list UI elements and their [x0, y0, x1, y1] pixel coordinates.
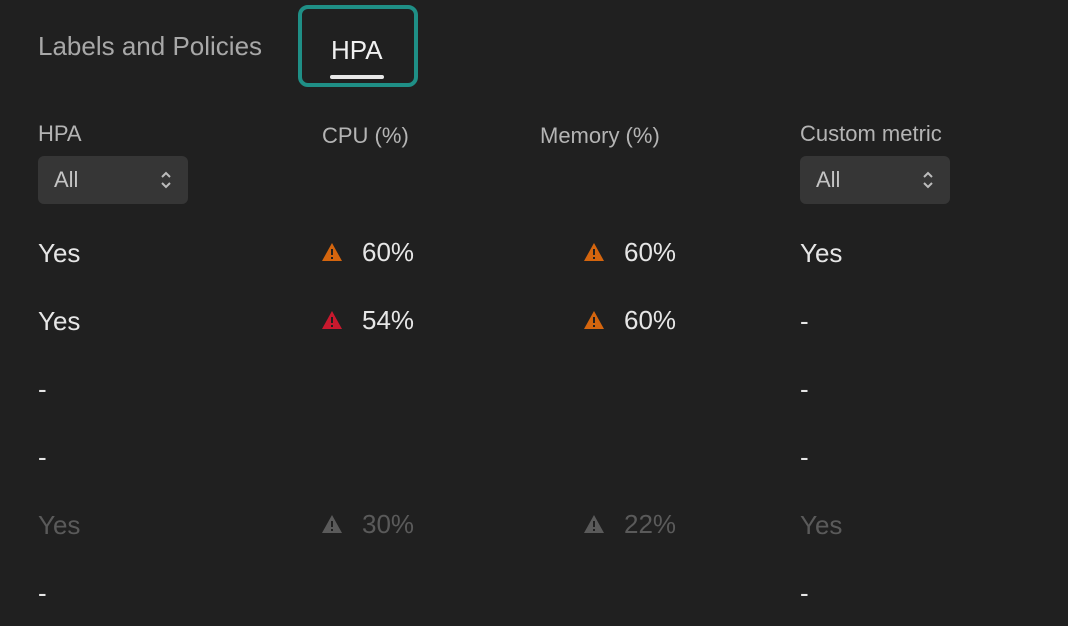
cpu-cell: 54%: [321, 307, 414, 333]
custom-metric-filter-select[interactable]: All: [800, 156, 950, 204]
custom-metric-cell: -: [800, 374, 809, 404]
warning-icon: [322, 515, 342, 533]
column-header-cpu: CPU (%): [322, 123, 409, 148]
column-header-custom-metric: Custom metric: [800, 121, 942, 146]
memory-value: 60%: [624, 305, 677, 335]
cpu-cell: 60%: [321, 239, 414, 265]
custom-metric-cell: -: [800, 306, 809, 336]
custom-metric-filter-value: All: [816, 167, 841, 192]
warning-icon: [584, 515, 604, 533]
select-arrows-icon: [923, 171, 933, 189]
memory-cell: 60%: [583, 239, 676, 265]
hpa-filter-select[interactable]: All: [38, 156, 188, 204]
tab-hpa[interactable]: HPA: [298, 5, 418, 87]
custom-metric-cell: -: [800, 442, 809, 472]
memory-cell: 22%: [583, 511, 676, 537]
warning-icon: [584, 243, 604, 261]
hpa-cell: Yes: [38, 510, 81, 540]
hpa-cell: -: [38, 442, 47, 472]
tab-active-indicator: [330, 75, 384, 79]
memory-value: 22%: [624, 509, 677, 539]
hpa-cell: -: [38, 578, 47, 608]
cpu-cell: 30%: [321, 511, 414, 537]
warning-icon: [584, 311, 604, 329]
hpa-cell: -: [38, 374, 47, 404]
warning-icon: [322, 243, 342, 261]
cpu-value: 60%: [362, 237, 415, 267]
memory-value: 60%: [624, 237, 677, 267]
hpa-filter-value: All: [54, 167, 79, 192]
column-header-memory: Memory (%): [540, 123, 660, 148]
tab-hpa-label: HPA: [331, 35, 383, 65]
tab-labels-and-policies[interactable]: Labels and Policies: [38, 31, 263, 61]
custom-metric-cell: Yes: [800, 238, 843, 268]
hpa-cell: Yes: [38, 238, 81, 268]
column-header-hpa: HPA: [38, 121, 82, 146]
custom-metric-cell: Yes: [800, 510, 843, 540]
cpu-value: 30%: [362, 509, 415, 539]
custom-metric-cell: -: [800, 578, 809, 608]
hpa-cell: Yes: [38, 306, 81, 336]
error-icon: [322, 311, 342, 329]
cpu-value: 54%: [362, 305, 415, 335]
memory-cell: 60%: [583, 307, 676, 333]
select-arrows-icon: [161, 171, 171, 189]
